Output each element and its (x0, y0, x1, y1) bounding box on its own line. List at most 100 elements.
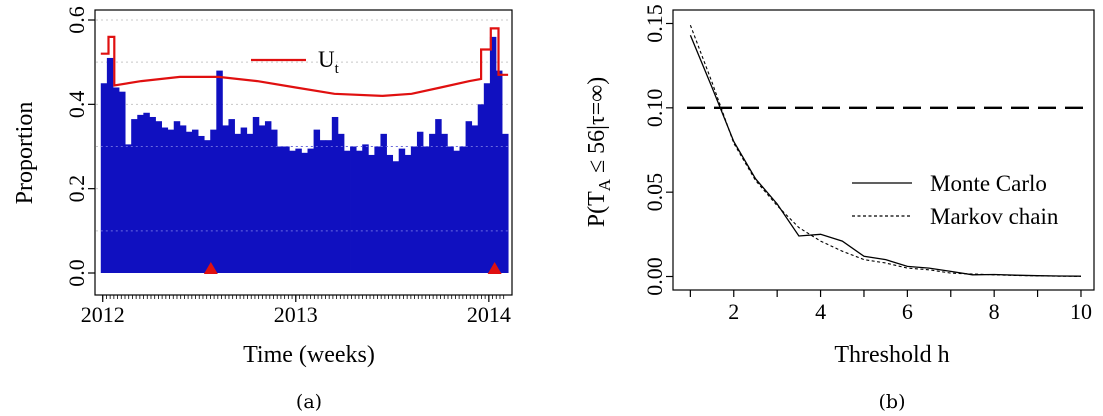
panel-a-bar-65 (495, 70, 503, 273)
panel-a-bar-44 (368, 154, 375, 273)
panel-a-legend-subscript: t (335, 61, 340, 77)
panel-a-bar-8 (149, 116, 156, 273)
panel-b-xtick-label-2: 6 (902, 299, 913, 324)
panel-a-threshold-line (100, 27, 509, 98)
panel-a-bar-38 (331, 116, 339, 273)
panel-a-bar-57 (447, 146, 454, 273)
panel-b-ylabel-sub: A (595, 178, 614, 191)
panel-a-bar-4 (125, 144, 132, 273)
panel-a-xtick-label-0: 2012 (81, 302, 125, 327)
panel-a-bar-24 (246, 133, 254, 273)
panel-a-bar-23 (240, 127, 248, 274)
panel-a-bar-18 (210, 129, 217, 273)
panel-a-legend-label: Ut (318, 47, 340, 77)
panel-a-bar-36 (319, 140, 327, 273)
panel-a-bar-21 (228, 119, 235, 273)
panel-a-bar-27 (264, 121, 272, 273)
panel-a-bar-10 (161, 127, 169, 274)
panel-a-bar-60 (465, 121, 473, 273)
panel-a-xlabel: Time (weeks) (243, 342, 375, 368)
panel-a-ytick-label-2: 0.4 (64, 91, 89, 119)
panel-a-bar-58 (453, 150, 460, 273)
panel-b-xtick-label-1: 4 (815, 299, 826, 324)
panel-a-bar-20 (222, 125, 229, 274)
panel-b-ytick-label-1: 0.05 (642, 173, 667, 212)
panel-a-bar-64 (489, 36, 497, 273)
panel-a-bar-61 (471, 125, 479, 274)
panel-a-bar-50 (404, 154, 412, 273)
panel-b-frame (672, 9, 1095, 291)
panel-b-xlabel: Threshold h (834, 342, 949, 368)
panel-a-ytick-label-0: 0.0 (64, 259, 89, 287)
panel-a-bar-15 (191, 129, 199, 273)
panel-a-bar-33 (301, 152, 308, 273)
panel-b-ylabel: P(TA ≤ 56|τ=∞) (584, 77, 614, 228)
panel-a-bar-51 (410, 146, 418, 273)
panel-a-bar-35 (313, 129, 321, 273)
panel-b-xtick-label-4: 10 (1070, 299, 1092, 324)
panel-a-bar-13 (179, 125, 187, 274)
panel-a-bar-30 (283, 146, 290, 273)
panel-a-bar-63 (483, 83, 491, 273)
panel-b-xtick-label-0: 2 (728, 299, 739, 324)
panel-a-bar-0 (100, 83, 108, 273)
panel-b-legend-label-1: Markov chain (930, 204, 1059, 229)
panel-b-caption: (b) (879, 391, 906, 413)
panel-a-bar-39 (337, 133, 345, 273)
panel-a-bar-42 (356, 150, 363, 273)
panel-a-bar-16 (198, 135, 205, 273)
panel-a-bar-12 (173, 121, 181, 273)
panel-b-series-line-1 (689, 25, 1082, 277)
panel-a-bar-59 (459, 146, 466, 273)
panel-a-bar-22 (234, 133, 242, 273)
panel-a-bar-56 (441, 133, 448, 273)
panel-b-legend-label-0: Monte Carlo (930, 171, 1047, 196)
panel-a-bar-1 (106, 57, 114, 274)
panel-a-bar-55 (435, 119, 442, 273)
panel-a-bar-52 (416, 131, 424, 273)
panel-a-bar-29 (277, 146, 284, 273)
panel-a-bar-7 (143, 112, 150, 274)
panel-a-bar-53 (423, 146, 430, 273)
panel-b-ytick-label-0: 0.00 (642, 257, 667, 296)
panel-a-bar-46 (380, 133, 387, 273)
panel-a-bar-11 (167, 129, 175, 273)
panel-a-legend-name: U (318, 47, 335, 72)
panel-a-bar-40 (343, 150, 351, 273)
panel-a-bar-17 (204, 140, 211, 273)
panel-a-bar-26 (258, 125, 266, 274)
panel-a-ytick-label-1: 0.2 (64, 175, 89, 203)
panel-a-bar-5 (131, 119, 138, 273)
panel-b-xtick-label-3: 8 (989, 299, 1000, 324)
panel-a-ylabel: Proportion (12, 102, 38, 205)
panel-a-xtick-label-2: 2014 (467, 302, 511, 327)
panel-b-ytick-label-2: 0.10 (642, 89, 667, 128)
panel-b-ylabel-suffix: ≤ 56|τ=∞) (584, 77, 610, 179)
panel-a-ytick-label-3: 0.6 (64, 6, 89, 34)
panel-a-bar-2 (112, 87, 120, 273)
panel-b-ylabel-prefix: P(T (584, 191, 610, 227)
panel-a-bar-45 (374, 146, 381, 273)
panel-a-alarm-marker-1 (487, 262, 502, 274)
panel-a-bar-31 (289, 150, 296, 273)
panel-a-bar-28 (271, 129, 278, 273)
panel-a-bar-43 (362, 144, 369, 273)
panel-a-bar-48 (392, 161, 400, 273)
panel-a-bar-25 (252, 116, 260, 273)
panel-a-xtick-label-1: 2013 (274, 302, 318, 327)
panel-a-bar-47 (386, 154, 394, 273)
panel-b-series-line-0 (689, 35, 1082, 277)
panel-a-bar-41 (350, 146, 357, 273)
panel-a-bar-34 (307, 148, 314, 273)
panel-a-alarm-marker-0 (203, 262, 218, 274)
panel-a-bar-54 (429, 133, 436, 273)
panel-a-bar-49 (398, 148, 406, 273)
panel-a-bar-66 (502, 133, 509, 273)
panel-a-bar-19 (216, 70, 223, 273)
panel-a-bar-32 (295, 148, 302, 273)
panel-a-bar-3 (119, 91, 126, 273)
panel-a-bar-62 (477, 104, 485, 273)
panel-a-caption: (a) (296, 391, 322, 413)
panel-a-bar-9 (155, 121, 162, 273)
